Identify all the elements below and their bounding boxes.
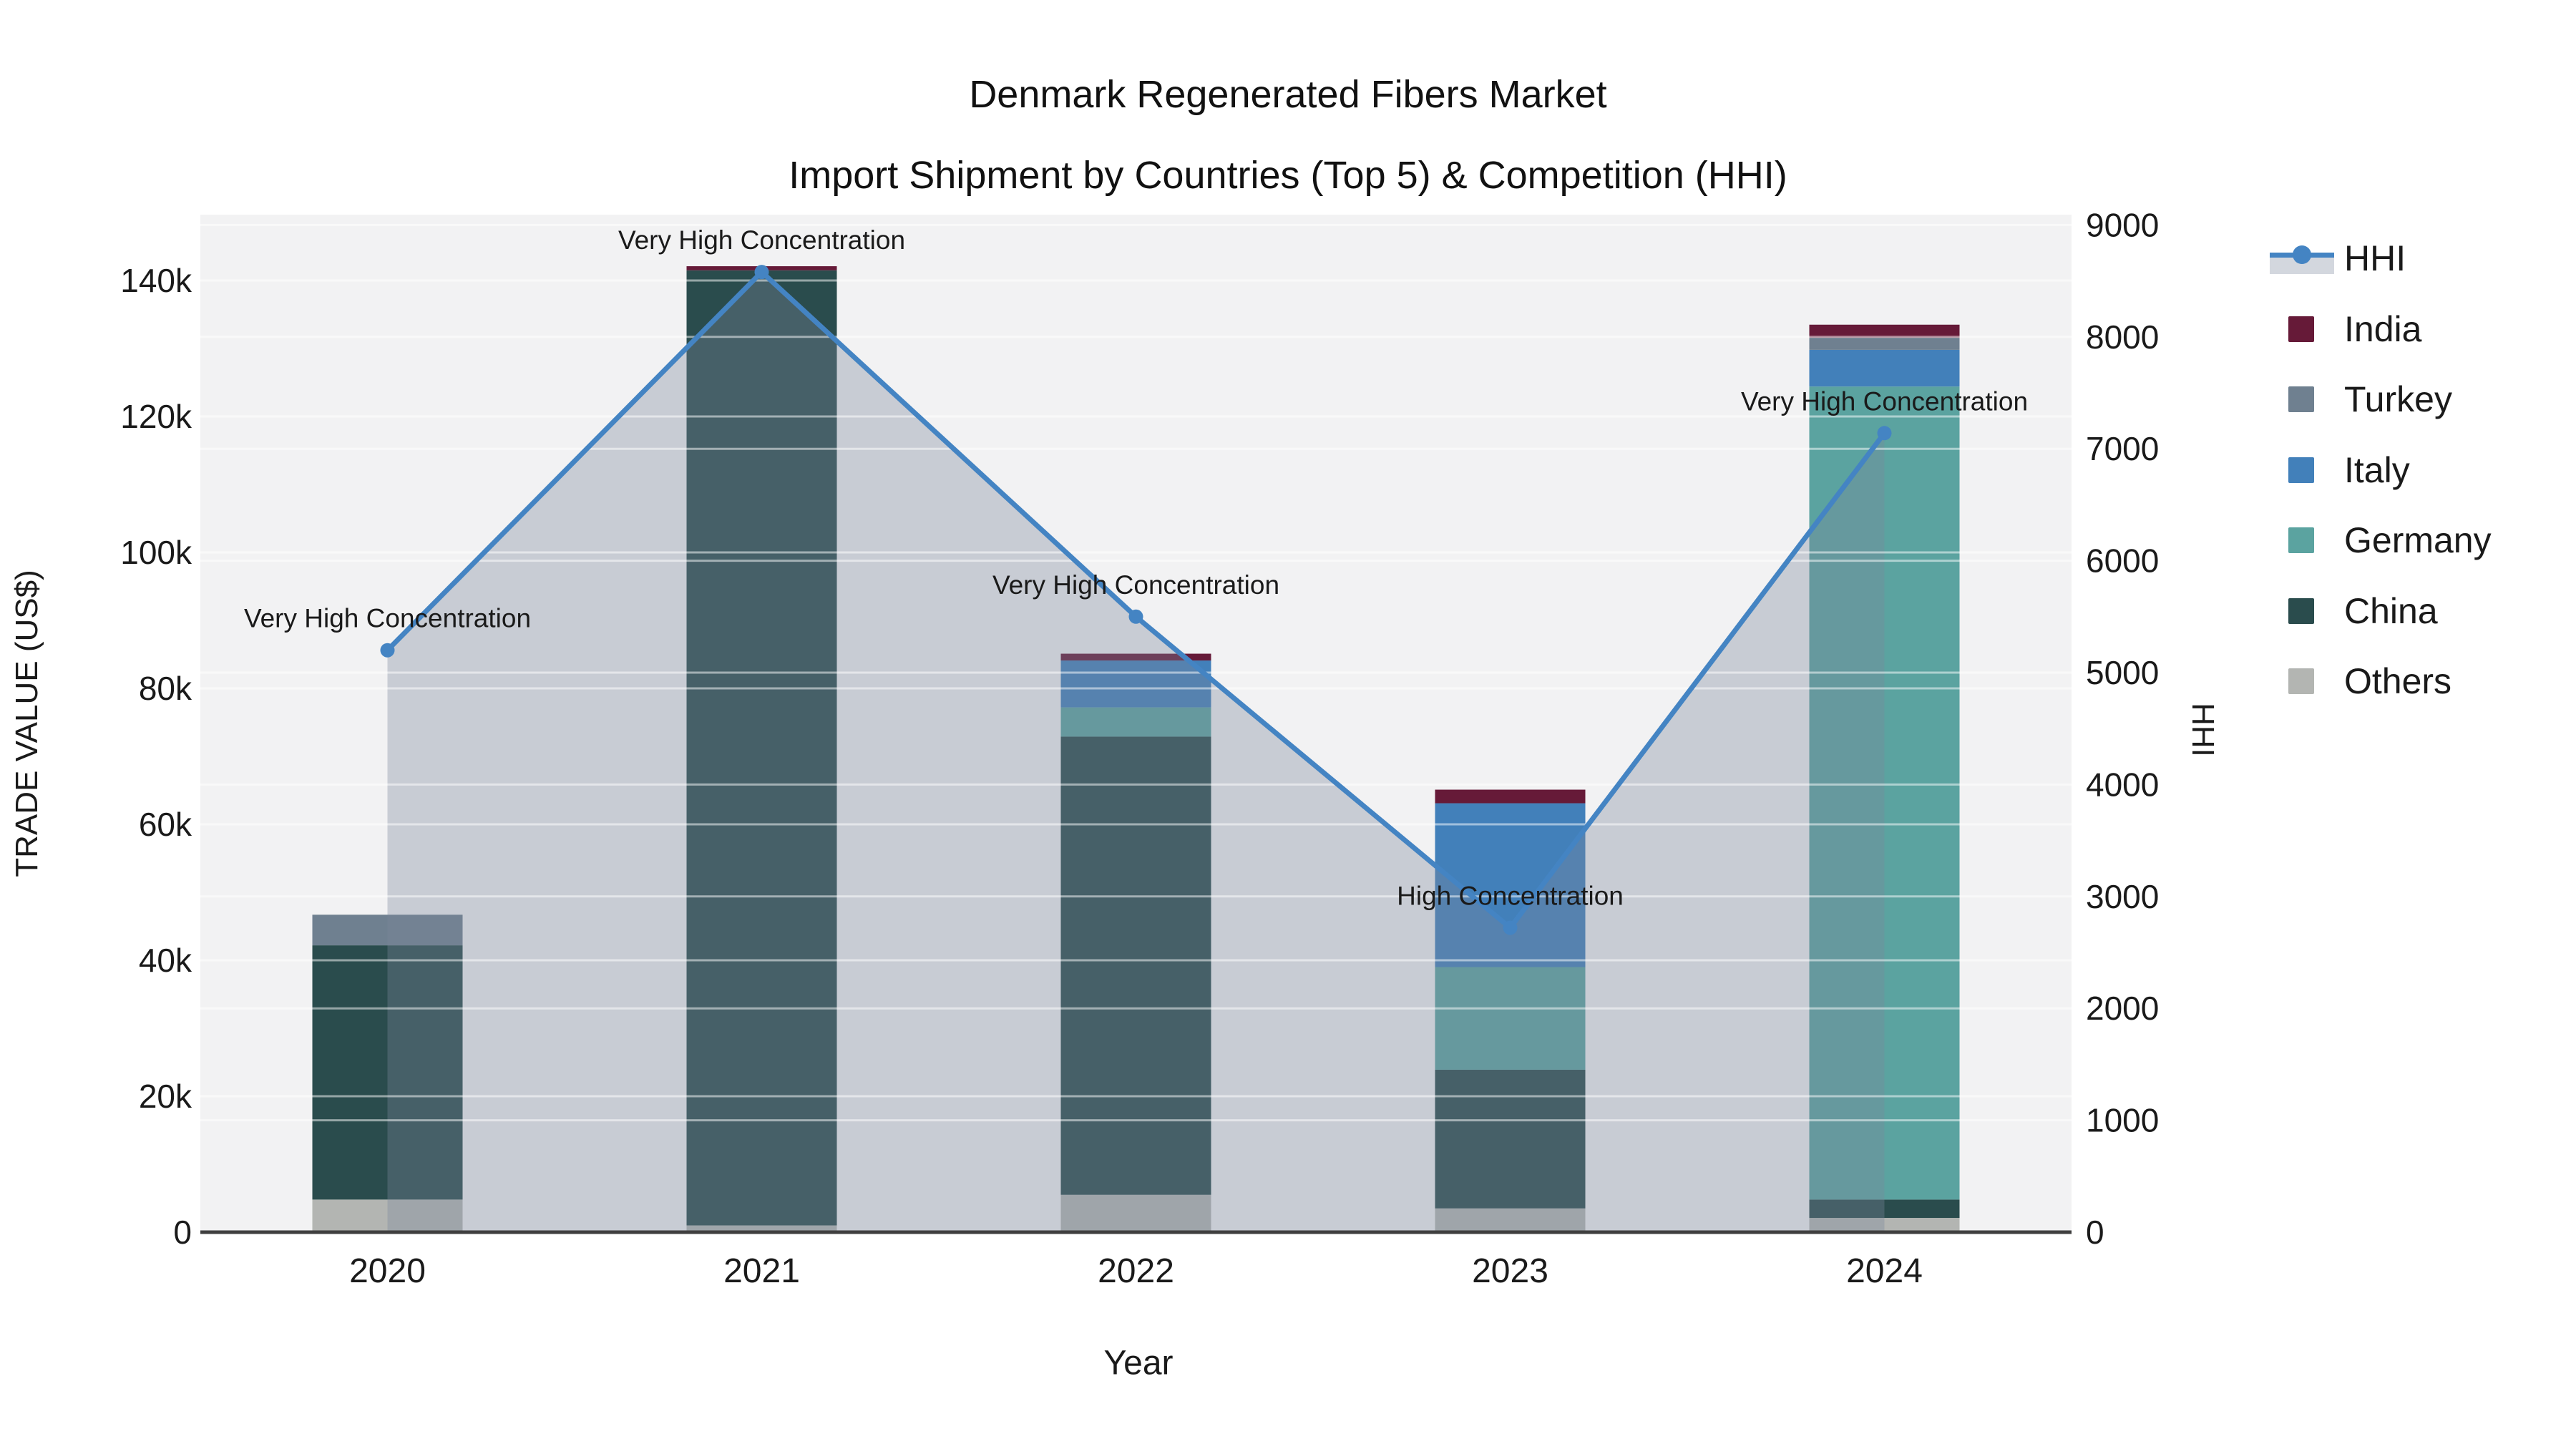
legend-item-india[interactable]: India	[2261, 309, 2421, 349]
legend-swatch-icon	[2288, 457, 2314, 483]
annotation-2022: Very High Concentration	[992, 570, 1279, 600]
legend: HHI India Turkey Italy Germany China Others	[2261, 0, 2576, 1449]
legend-item-italy[interactable]: Italy	[2261, 450, 2410, 490]
bar-segment-india-2023[interactable]	[1435, 789, 1586, 804]
bar-segment-italy-2022[interactable]	[1060, 660, 1211, 708]
legend-swatch-icon	[2288, 668, 2314, 694]
hhi-marker-2022[interactable]	[1128, 609, 1143, 624]
legend-label: Italy	[2344, 449, 2410, 490]
x-tick-2020: 2020	[349, 1252, 426, 1290]
bar-segment-germany-2023[interactable]	[1435, 967, 1586, 1070]
y-left-tick-20k: 20k	[139, 1078, 192, 1115]
hhi-marker-2024[interactable]	[1877, 426, 1892, 441]
bar-segment-china-2023[interactable]	[1435, 1069, 1586, 1209]
y-left-tick-100k: 100k	[120, 534, 192, 571]
annotation-2021: Very High Concentration	[618, 225, 905, 255]
legend-label: India	[2344, 308, 2422, 349]
legend-label: Germany	[2344, 520, 2492, 560]
bar-segment-turkey-2020[interactable]	[312, 914, 463, 946]
legend-item-china[interactable]: China	[2261, 591, 2438, 631]
y-left-tick-60k: 60k	[139, 806, 192, 843]
y-right-tick-7000: 7000	[2086, 430, 2159, 467]
y-right-tick-1000: 1000	[2086, 1102, 2159, 1139]
annotation-2024: Very High Concentration	[1741, 386, 2028, 416]
bar-segment-others-2023[interactable]	[1435, 1208, 1586, 1232]
legend-swatch-icon	[2288, 316, 2314, 342]
x-axis-title: Year	[1103, 1344, 1174, 1382]
bar-segment-italy-2024[interactable]	[1809, 349, 1960, 387]
bar-segment-turkey-2024[interactable]	[1809, 337, 1960, 350]
legend-label: HHI	[2344, 238, 2406, 278]
y-left-tick-120k: 120k	[120, 398, 192, 435]
legend-swatch-icon	[2288, 527, 2314, 553]
y-right-tick-6000: 6000	[2086, 542, 2159, 580]
y-left-tick-140k: 140k	[120, 262, 192, 299]
legend-label: Turkey	[2344, 379, 2452, 419]
legend-label: Others	[2344, 661, 2452, 701]
y-right-tick-8000: 8000	[2086, 318, 2159, 356]
bar-segment-others-2020[interactable]	[312, 1199, 463, 1232]
hhi-legend-sample-icon	[2270, 243, 2334, 274]
chart-title-line2: Import Shipment by Countries (Top 5) & C…	[789, 154, 1787, 197]
y-right-tick-9000: 9000	[2086, 206, 2159, 243]
x-tick-2023: 2023	[1472, 1252, 1548, 1290]
bar-segment-india-2022[interactable]	[1060, 653, 1211, 661]
chart-title-line1: Denmark Regenerated Fibers Market	[969, 73, 1607, 116]
x-tick-2024: 2024	[1846, 1252, 1923, 1290]
bar-segment-germany-2024[interactable]	[1809, 386, 1960, 1200]
hhi-marker-2020[interactable]	[380, 643, 395, 658]
hhi-marker-2023[interactable]	[1503, 920, 1518, 935]
bar-segment-germany-2022[interactable]	[1060, 707, 1211, 737]
y-right-tick-5000: 5000	[2086, 654, 2159, 691]
legend-swatch-icon	[2288, 597, 2314, 624]
y-right-tick-0: 0	[2086, 1214, 2104, 1251]
y-left-tick-80k: 80k	[139, 670, 192, 707]
bar-segment-china-2022[interactable]	[1060, 736, 1211, 1195]
legend-item-germany[interactable]: Germany	[2261, 520, 2492, 560]
x-tick-2021: 2021	[723, 1252, 800, 1290]
bar-segment-china-2020[interactable]	[312, 945, 463, 1200]
annotation-2023: High Concentration	[1397, 882, 1624, 911]
y-right-tick-2000: 2000	[2086, 990, 2159, 1027]
bar-segment-china-2024[interactable]	[1809, 1199, 1960, 1219]
legend-item-others[interactable]: Others	[2261, 661, 2451, 701]
x-tick-2022: 2022	[1098, 1252, 1174, 1290]
legend-label: China	[2344, 590, 2438, 631]
bar-segment-others-2021[interactable]	[686, 1225, 837, 1233]
legend-item-hhi[interactable]: HHI	[2261, 238, 2406, 278]
hhi-marker-2021[interactable]	[754, 265, 769, 280]
legend-item-turkey[interactable]: Turkey	[2261, 379, 2452, 419]
y-right-tick-3000: 3000	[2086, 878, 2159, 915]
y-left-tick-0: 0	[173, 1214, 192, 1251]
bar-segment-others-2022[interactable]	[1060, 1194, 1211, 1232]
annotation-2020: Very High Concentration	[244, 604, 531, 633]
hhi-area-fill	[387, 272, 1885, 1232]
bar-segment-others-2024[interactable]	[1809, 1218, 1960, 1232]
legend-swatch-icon	[2288, 386, 2314, 412]
bar-segment-china-2021[interactable]	[686, 270, 837, 1226]
y-right-tick-4000: 4000	[2086, 766, 2159, 803]
y-left-tick-40k: 40k	[139, 942, 192, 979]
bar-segment-india-2024[interactable]	[1809, 324, 1960, 338]
